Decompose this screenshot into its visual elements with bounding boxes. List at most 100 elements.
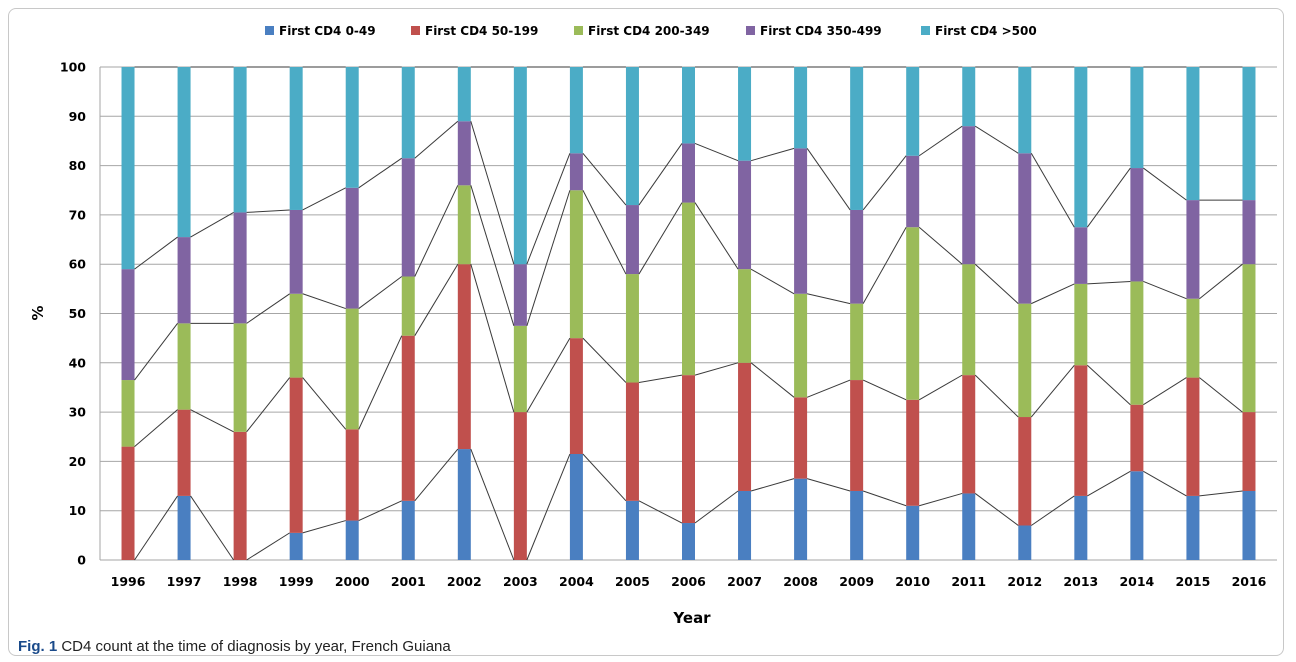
bar-segment [794, 67, 808, 149]
x-tick-label: 2015 [1176, 574, 1211, 589]
bar-segment [457, 449, 471, 560]
series-line [582, 337, 627, 383]
x-tick-label: 2009 [839, 574, 874, 589]
x-axis-ticks: 1996 1997 1998 1999 2000 2001 2002 2003 2004 2005… [111, 574, 1267, 589]
series-line [582, 453, 627, 502]
series-line [1030, 364, 1075, 418]
bar-segment [457, 121, 471, 186]
bar-segment [1018, 303, 1032, 418]
series-line [974, 493, 1019, 526]
bar-segment [850, 490, 864, 560]
y-tick-label: 80 [69, 158, 87, 173]
series-line [190, 495, 235, 561]
series-line [806, 148, 851, 211]
bar-segment [121, 269, 135, 381]
series-line [470, 185, 515, 326]
legend-swatch [921, 26, 930, 35]
bar-segment [289, 293, 303, 378]
bar-segment [401, 67, 415, 159]
series-line [974, 374, 1019, 418]
series-line [1087, 280, 1131, 285]
series-line [974, 263, 1019, 305]
x-tick-label: 2011 [951, 574, 986, 589]
series-line [750, 362, 795, 398]
series-line [862, 379, 907, 401]
bar-segment [1018, 525, 1032, 560]
series-line [358, 276, 403, 309]
series-line [918, 125, 963, 157]
bar-segment [906, 399, 920, 506]
series-line [1031, 495, 1075, 526]
bar-segment [1242, 412, 1256, 491]
y-tick-label: 90 [69, 109, 87, 124]
bar-segment [177, 67, 191, 238]
bars-layer [121, 67, 1256, 560]
series-line [1087, 470, 1131, 497]
series-line [638, 374, 683, 384]
bar-segment [906, 155, 920, 228]
y-tick-label: 50 [69, 306, 87, 321]
series-line [1086, 364, 1131, 406]
bar-segment [1130, 404, 1144, 472]
series-line [302, 520, 346, 534]
series-line [526, 190, 571, 326]
bar-segment [682, 143, 695, 203]
x-tick-label: 2000 [335, 574, 370, 589]
bar-segment [513, 67, 527, 265]
bar-segment [345, 187, 359, 309]
series-line [806, 293, 851, 305]
series-lines-layer [134, 66, 1243, 561]
bar-segment [233, 212, 247, 324]
bar-segment [1074, 365, 1088, 496]
bar-segment [1242, 490, 1256, 560]
bar-segment [682, 67, 695, 144]
x-tick-label: 1996 [111, 574, 146, 589]
series-line [1143, 470, 1187, 497]
series-line [358, 335, 403, 430]
bar-segment [962, 493, 976, 560]
bar-segment [850, 303, 864, 381]
legend-item: First CD4 350-499 [746, 24, 882, 38]
bar-segment [569, 338, 583, 455]
series-line [806, 478, 851, 492]
series-line [1199, 263, 1243, 300]
bar-segment [906, 67, 920, 156]
y-tick-label: 60 [69, 257, 87, 272]
bar-segment [289, 532, 303, 560]
bar-segment [401, 500, 415, 560]
x-tick-label: 2007 [727, 574, 762, 589]
bar-segment [345, 429, 359, 521]
bar-segment [1242, 264, 1256, 413]
series-line [134, 323, 178, 381]
series-line [582, 152, 627, 206]
bar-segment [962, 264, 976, 376]
bar-segment [569, 454, 583, 560]
x-tick-label: 2001 [391, 574, 426, 589]
series-line [1030, 153, 1075, 228]
bar-segment [625, 205, 639, 275]
bar-segment [1018, 67, 1032, 154]
bar-segment [962, 126, 976, 265]
y-tick-label: 20 [69, 454, 87, 469]
figure-frame [8, 8, 1284, 656]
series-line [246, 293, 290, 324]
series-line [750, 478, 795, 492]
bar-segment [345, 67, 359, 188]
series-line [414, 185, 459, 277]
caption-text: CD4 count at the time of diagnosis by ye… [61, 638, 451, 655]
bar-segment [1130, 67, 1144, 169]
bar-segment [177, 237, 191, 324]
x-tick-label: 2014 [1119, 574, 1154, 589]
series-line [862, 155, 907, 211]
bar-segment [962, 375, 976, 494]
bar-segment [177, 409, 191, 496]
bar-segment [738, 362, 752, 491]
series-line [358, 157, 403, 189]
legend-item: First CD4 200-349 [574, 24, 710, 38]
x-tick-label: 2006 [671, 574, 706, 589]
bar-segment [289, 209, 303, 294]
bar-segment [233, 323, 247, 432]
bar-segment [738, 269, 752, 363]
series-line [526, 153, 571, 265]
